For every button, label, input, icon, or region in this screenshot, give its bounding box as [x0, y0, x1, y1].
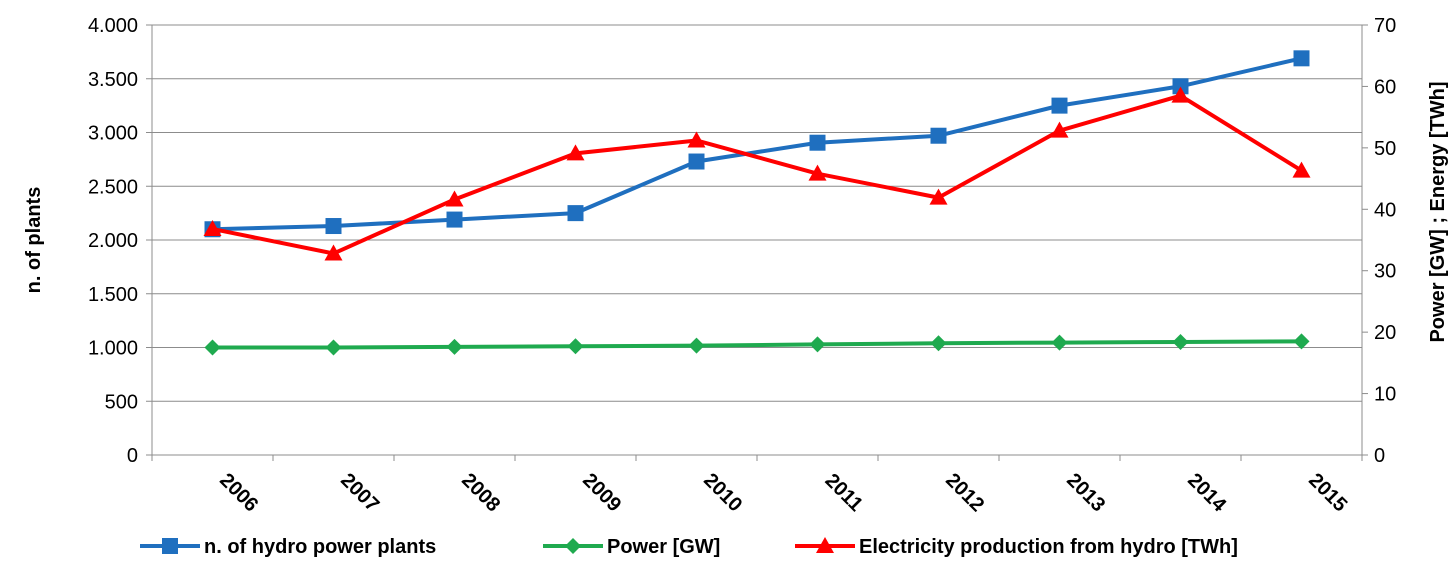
y-left-tick-label: 2.500 [88, 176, 138, 198]
data-point-triangle [929, 188, 948, 205]
y-right-tick-label: 20 [1374, 322, 1396, 344]
data-point-triangle [687, 131, 706, 148]
data-point-square [809, 134, 826, 151]
legend-marker [816, 537, 834, 553]
data-point-triangle [566, 144, 585, 161]
data-point-triangle [808, 164, 827, 181]
data-point-triangle [1292, 161, 1311, 178]
y-left-tick-label: 3.000 [88, 123, 138, 145]
data-point-square [1293, 50, 1310, 67]
data-point-triangle [324, 244, 343, 261]
data-point-square [325, 218, 342, 235]
data-point-square [1051, 97, 1068, 114]
x-tick-label: 2013 [1062, 469, 1109, 516]
series-line-2 [212, 339, 1302, 350]
y-right-tick-label: 50 [1374, 138, 1396, 160]
x-tick-label: 2014 [1183, 469, 1231, 517]
x-tick-label: 2007 [336, 469, 383, 516]
legend: n. of hydro power plants Power [GW] Electr… [140, 536, 1238, 558]
x-tick-label: 2008 [457, 469, 504, 516]
x-tick-label: 2012 [941, 469, 988, 516]
data-point-square [567, 205, 584, 222]
x-tick-label: 2011 [821, 470, 867, 516]
data-point-triangle [1171, 86, 1190, 103]
data-point-diamond [325, 339, 342, 356]
legend-marker [162, 538, 178, 554]
data-point-diamond [809, 336, 826, 353]
axes [146, 24, 1368, 461]
y-left-tick-label: 1.500 [88, 284, 138, 306]
series-line-3 [212, 93, 1303, 256]
legend-label: Power [GW] [607, 536, 720, 558]
data-point-diamond [204, 339, 221, 356]
data-point-diamond [446, 338, 463, 355]
legend-label: n. of hydro power plants [204, 536, 436, 558]
y-right-tick-label: 60 [1374, 76, 1396, 98]
y-right-tick-label: 70 [1374, 15, 1396, 37]
data-point-diamond [688, 337, 705, 354]
y-right-axis-title: Power [GW] ; Energy [TWh] [1427, 81, 1449, 342]
y-right-tick-label: 40 [1374, 199, 1396, 221]
y-right-tick-label: 30 [1374, 261, 1396, 283]
data-point-triangle [445, 190, 464, 207]
x-tick-label: 2010 [699, 469, 746, 516]
data-point-diamond [930, 335, 947, 352]
legend-label: Electricity production from hydro [TWh] [859, 536, 1238, 558]
data-point-square [688, 153, 705, 170]
y-right-tick-label: 0 [1374, 445, 1385, 467]
x-tick-label: 2015 [1304, 469, 1351, 516]
data-point-triangle [203, 219, 222, 236]
y-right-tick-label: 10 [1374, 384, 1396, 406]
data-point-diamond [1172, 333, 1189, 350]
y-left-tick-label: 0 [127, 445, 138, 467]
series-lines [203, 50, 1311, 356]
y-left-tick-label: 1.000 [88, 338, 138, 360]
y-left-tick-label: 500 [105, 391, 138, 413]
y-left-tick-label: 2.000 [88, 230, 138, 252]
y-left-axis-title: n. of plants [23, 187, 45, 294]
data-point-diamond [1051, 334, 1068, 351]
data-point-diamond [567, 338, 584, 355]
legend-marker [565, 538, 581, 554]
data-point-square [446, 211, 463, 228]
data-point-square [930, 127, 947, 144]
tick-labels: 0 500 1.000 1.500 2.000 2.500 3.000 3.500 4.000 0… [88, 15, 1396, 517]
series-line-1 [212, 56, 1302, 232]
data-point-square [1172, 78, 1189, 95]
data-point-triangle [1050, 121, 1069, 138]
x-tick-label: 2009 [578, 469, 625, 516]
data-point-diamond [1293, 333, 1310, 350]
y-left-tick-label: 4.000 [88, 15, 138, 37]
y-left-tick-label: 3.500 [88, 69, 138, 91]
x-tick-label: 2006 [215, 469, 262, 516]
